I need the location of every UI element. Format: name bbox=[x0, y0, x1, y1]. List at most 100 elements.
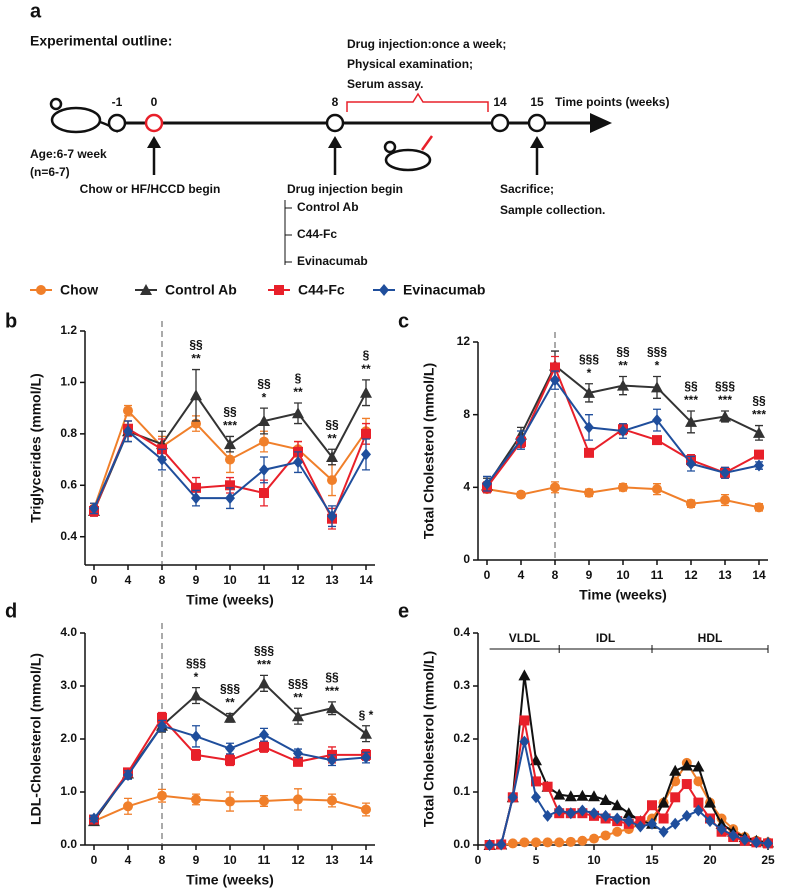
y-axis-label: Total Cholesterol (mmol/L) bbox=[421, 363, 437, 539]
schedule-bracket bbox=[346, 92, 489, 112]
panel-letter: b bbox=[5, 310, 17, 332]
marker bbox=[360, 727, 372, 739]
marker bbox=[361, 804, 371, 815]
significance: *** bbox=[223, 419, 237, 433]
significance: § bbox=[363, 348, 370, 362]
marker bbox=[224, 438, 236, 450]
significance: §§ bbox=[684, 379, 698, 393]
marker bbox=[224, 711, 236, 723]
significance: *** bbox=[752, 408, 766, 422]
marker bbox=[623, 815, 634, 828]
x-tick-label: 4 bbox=[518, 568, 525, 582]
significance: *** bbox=[325, 684, 339, 698]
marker bbox=[652, 414, 662, 427]
x-tick-label: 8 bbox=[552, 568, 559, 582]
x-tick-label: 9 bbox=[193, 853, 200, 867]
marker bbox=[680, 759, 693, 771]
x-tick-label: 11 bbox=[258, 853, 271, 867]
marker bbox=[259, 728, 269, 741]
marker bbox=[564, 790, 577, 802]
arm: C44-Fc bbox=[297, 227, 337, 241]
marker bbox=[542, 781, 553, 792]
arm-bracket bbox=[284, 200, 292, 265]
marker bbox=[612, 826, 623, 837]
significance: ** bbox=[327, 431, 337, 445]
marker bbox=[225, 454, 235, 465]
marker bbox=[618, 482, 628, 493]
panel-letter: c bbox=[398, 310, 409, 332]
marker bbox=[550, 482, 560, 493]
marker bbox=[704, 796, 716, 808]
marker bbox=[519, 735, 530, 748]
marker bbox=[577, 835, 588, 846]
marker bbox=[652, 484, 662, 495]
marker bbox=[705, 815, 715, 828]
panel-letter: a bbox=[30, 0, 42, 22]
marker bbox=[191, 482, 201, 493]
marker bbox=[693, 776, 704, 787]
x-tick-label: 13 bbox=[718, 568, 732, 582]
marker bbox=[617, 379, 629, 391]
marker bbox=[550, 374, 560, 387]
timeline-arrow bbox=[590, 113, 612, 133]
marker bbox=[225, 492, 235, 505]
marker bbox=[327, 795, 337, 806]
marker bbox=[293, 747, 303, 760]
significance: §§ bbox=[752, 394, 766, 408]
marker bbox=[292, 407, 304, 419]
y-tick-label: 0.1 bbox=[453, 784, 470, 798]
marker bbox=[360, 386, 372, 398]
marker bbox=[157, 712, 167, 723]
marker bbox=[753, 426, 765, 438]
marker bbox=[225, 755, 235, 766]
marker bbox=[576, 789, 589, 801]
x-tick-label: 9 bbox=[193, 573, 200, 587]
marker bbox=[553, 788, 566, 800]
marker bbox=[225, 796, 235, 807]
legend-marker bbox=[140, 284, 152, 295]
marker bbox=[542, 809, 553, 822]
marker bbox=[531, 776, 541, 787]
marker bbox=[754, 459, 764, 472]
significance: § * bbox=[359, 708, 374, 722]
y-tick-label: 0.4 bbox=[453, 625, 470, 639]
marker bbox=[611, 799, 624, 811]
y-tick-label: 1.2 bbox=[60, 323, 77, 337]
legend-marker bbox=[379, 284, 389, 296]
group-size: (n=6-7) bbox=[30, 165, 70, 179]
marker bbox=[157, 719, 167, 732]
y-tick-label: 1.0 bbox=[60, 784, 77, 798]
panel-letter: d bbox=[5, 600, 17, 622]
timeline-label: Time points (weeks) bbox=[555, 95, 669, 109]
y-tick-label: 12 bbox=[457, 334, 471, 348]
marker bbox=[191, 794, 201, 805]
marker bbox=[693, 797, 704, 808]
x-tick-label: 11 bbox=[258, 573, 271, 587]
marker bbox=[589, 807, 599, 820]
marker bbox=[622, 807, 635, 819]
marker bbox=[670, 792, 681, 803]
legend-label: Control Ab bbox=[165, 282, 237, 298]
legend-label: C44-Fc bbox=[298, 282, 345, 298]
significance: §§§ bbox=[254, 644, 274, 658]
x-axis-label: Time (weeks) bbox=[186, 872, 274, 888]
age: Age:6-7 week bbox=[30, 147, 107, 161]
legend-label: Chow bbox=[60, 282, 98, 298]
y-axis-label: Total Cholesterol (mmol/L) bbox=[421, 651, 437, 827]
marker bbox=[599, 793, 612, 805]
marker bbox=[259, 436, 269, 447]
marker bbox=[658, 813, 669, 824]
marker bbox=[292, 710, 304, 722]
arm: Control Ab bbox=[297, 200, 359, 214]
marker bbox=[361, 428, 371, 439]
x-tick-label: 14 bbox=[359, 573, 373, 587]
x-tick-label: 13 bbox=[325, 853, 339, 867]
marker bbox=[258, 415, 270, 426]
timepoint: -1 bbox=[112, 95, 123, 109]
marker bbox=[225, 742, 235, 755]
marker bbox=[531, 791, 541, 804]
marker bbox=[720, 466, 730, 479]
marker bbox=[716, 823, 727, 836]
significance: ** bbox=[293, 385, 303, 399]
marker bbox=[693, 804, 704, 817]
